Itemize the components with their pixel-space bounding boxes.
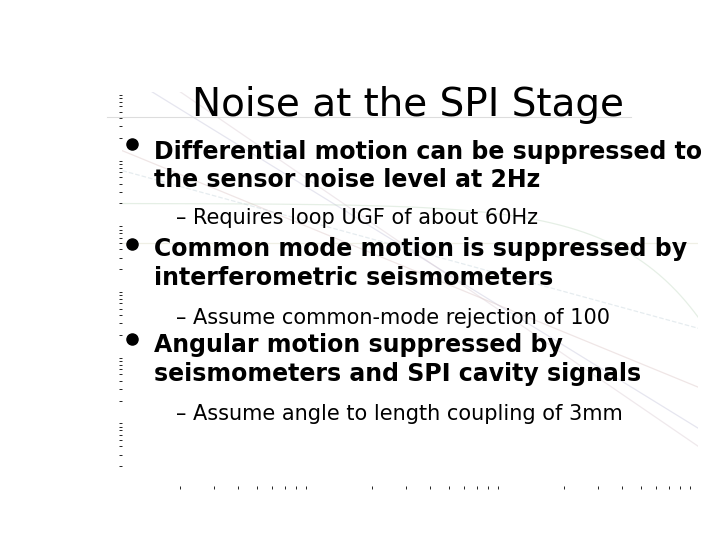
Text: Noise at the SPI Stage: Noise at the SPI Stage	[192, 85, 624, 124]
Text: – Assume common-mode rejection of 100: – Assume common-mode rejection of 100	[176, 308, 611, 328]
Text: Common mode motion is suppressed by
interferometric seismometers: Common mode motion is suppressed by inte…	[154, 238, 688, 290]
Text: Differential motion can be suppressed to
the sensor noise level at 2Hz: Differential motion can be suppressed to…	[154, 140, 702, 192]
Text: – Assume angle to length coupling of 3mm: – Assume angle to length coupling of 3mm	[176, 404, 624, 424]
Text: Angular motion suppressed by
seismometers and SPI cavity signals: Angular motion suppressed by seismometer…	[154, 333, 642, 386]
Text: – Requires loop UGF of about 60Hz: – Requires loop UGF of about 60Hz	[176, 208, 539, 228]
